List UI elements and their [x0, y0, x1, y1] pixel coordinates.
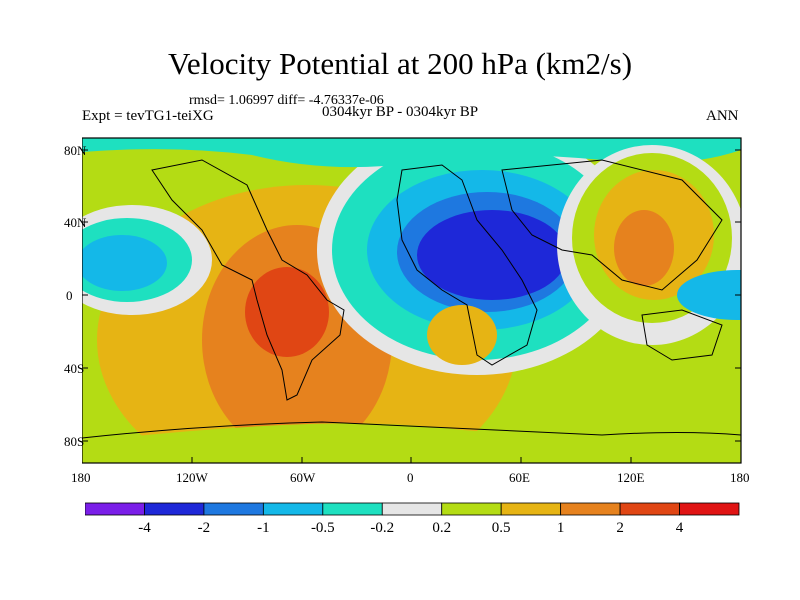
colorbar-label: 4 — [675, 520, 684, 536]
x-tick-label: 0 — [407, 470, 414, 485]
season-label: ANN — [706, 108, 739, 124]
americas-coast — [151, 159, 345, 401]
x-tick-label: 180 — [730, 470, 750, 485]
east-pacific-lobe-3 — [82, 235, 167, 291]
experiment-label: Expt = tevTG1-teiXG — [82, 108, 214, 124]
y-tick-label: 80S — [64, 434, 85, 449]
x-tick-marks — [82, 457, 742, 463]
y-tick-label: 0 — [66, 288, 73, 303]
antarctic-band — [82, 423, 741, 463]
pacific-negative-edge — [677, 270, 741, 320]
y-tick-label: 80N — [64, 143, 87, 158]
colorbar-label: 0.5 — [491, 520, 511, 536]
y-tick-label: 40N — [64, 215, 87, 230]
colorbar-label: -1 — [257, 520, 270, 536]
period-label: 0304kyr BP - 0304kyr BP — [322, 104, 479, 120]
africa-core — [417, 210, 567, 300]
colorbar-label: 2 — [616, 520, 624, 536]
antarctica-coast — [82, 421, 741, 439]
x-tick-label: 120W — [176, 470, 208, 485]
colorbar-swatch — [203, 502, 264, 516]
colorbar-label: -0.2 — [370, 520, 395, 536]
asia-coast — [501, 159, 723, 291]
map-panel — [82, 137, 742, 464]
coastlines — [82, 159, 741, 439]
chart-title: Velocity Potential at 200 hPa (km2/s) — [167, 46, 633, 81]
contour-field — [82, 138, 741, 463]
colorbar-label: 1 — [556, 520, 565, 536]
colorbar-swatch — [85, 502, 145, 516]
colorbar-swatch — [679, 502, 740, 516]
x-tick-label: 180 — [71, 470, 91, 485]
colorbar-swatch — [500, 502, 562, 516]
colorbar-label: -2 — [197, 520, 211, 536]
colorbar-swatch — [262, 502, 324, 516]
colorbar-swatch — [381, 502, 443, 516]
americas-core — [245, 267, 329, 357]
colorbar-label: 0.2 — [432, 520, 452, 536]
colorbar-label: -0.5 — [310, 520, 335, 536]
pacific-core — [614, 210, 674, 286]
y-tick-label: 40S — [64, 361, 85, 376]
colorbar — [85, 502, 740, 516]
stats-line: rmsd= 1.06997 diff= -4.76337e-06 — [189, 93, 384, 108]
colorbar-swatch — [560, 502, 621, 516]
x-tick-label: 120E — [617, 470, 645, 485]
colorbar-swatch — [619, 502, 680, 516]
arctic-band — [82, 138, 741, 168]
colorbar-swatch — [144, 502, 205, 516]
colorbar-swatch — [441, 502, 502, 516]
x-tick-label: 60W — [290, 470, 316, 485]
x-tick-label: 60E — [509, 470, 530, 485]
y-tick-marks — [82, 149, 741, 442]
africa-europe-coast — [396, 164, 538, 366]
australia-coast — [641, 309, 723, 361]
indian-ocean-lobe — [427, 305, 497, 365]
colorbar-label: -4 — [138, 520, 151, 536]
colorbar-swatch — [322, 502, 383, 516]
